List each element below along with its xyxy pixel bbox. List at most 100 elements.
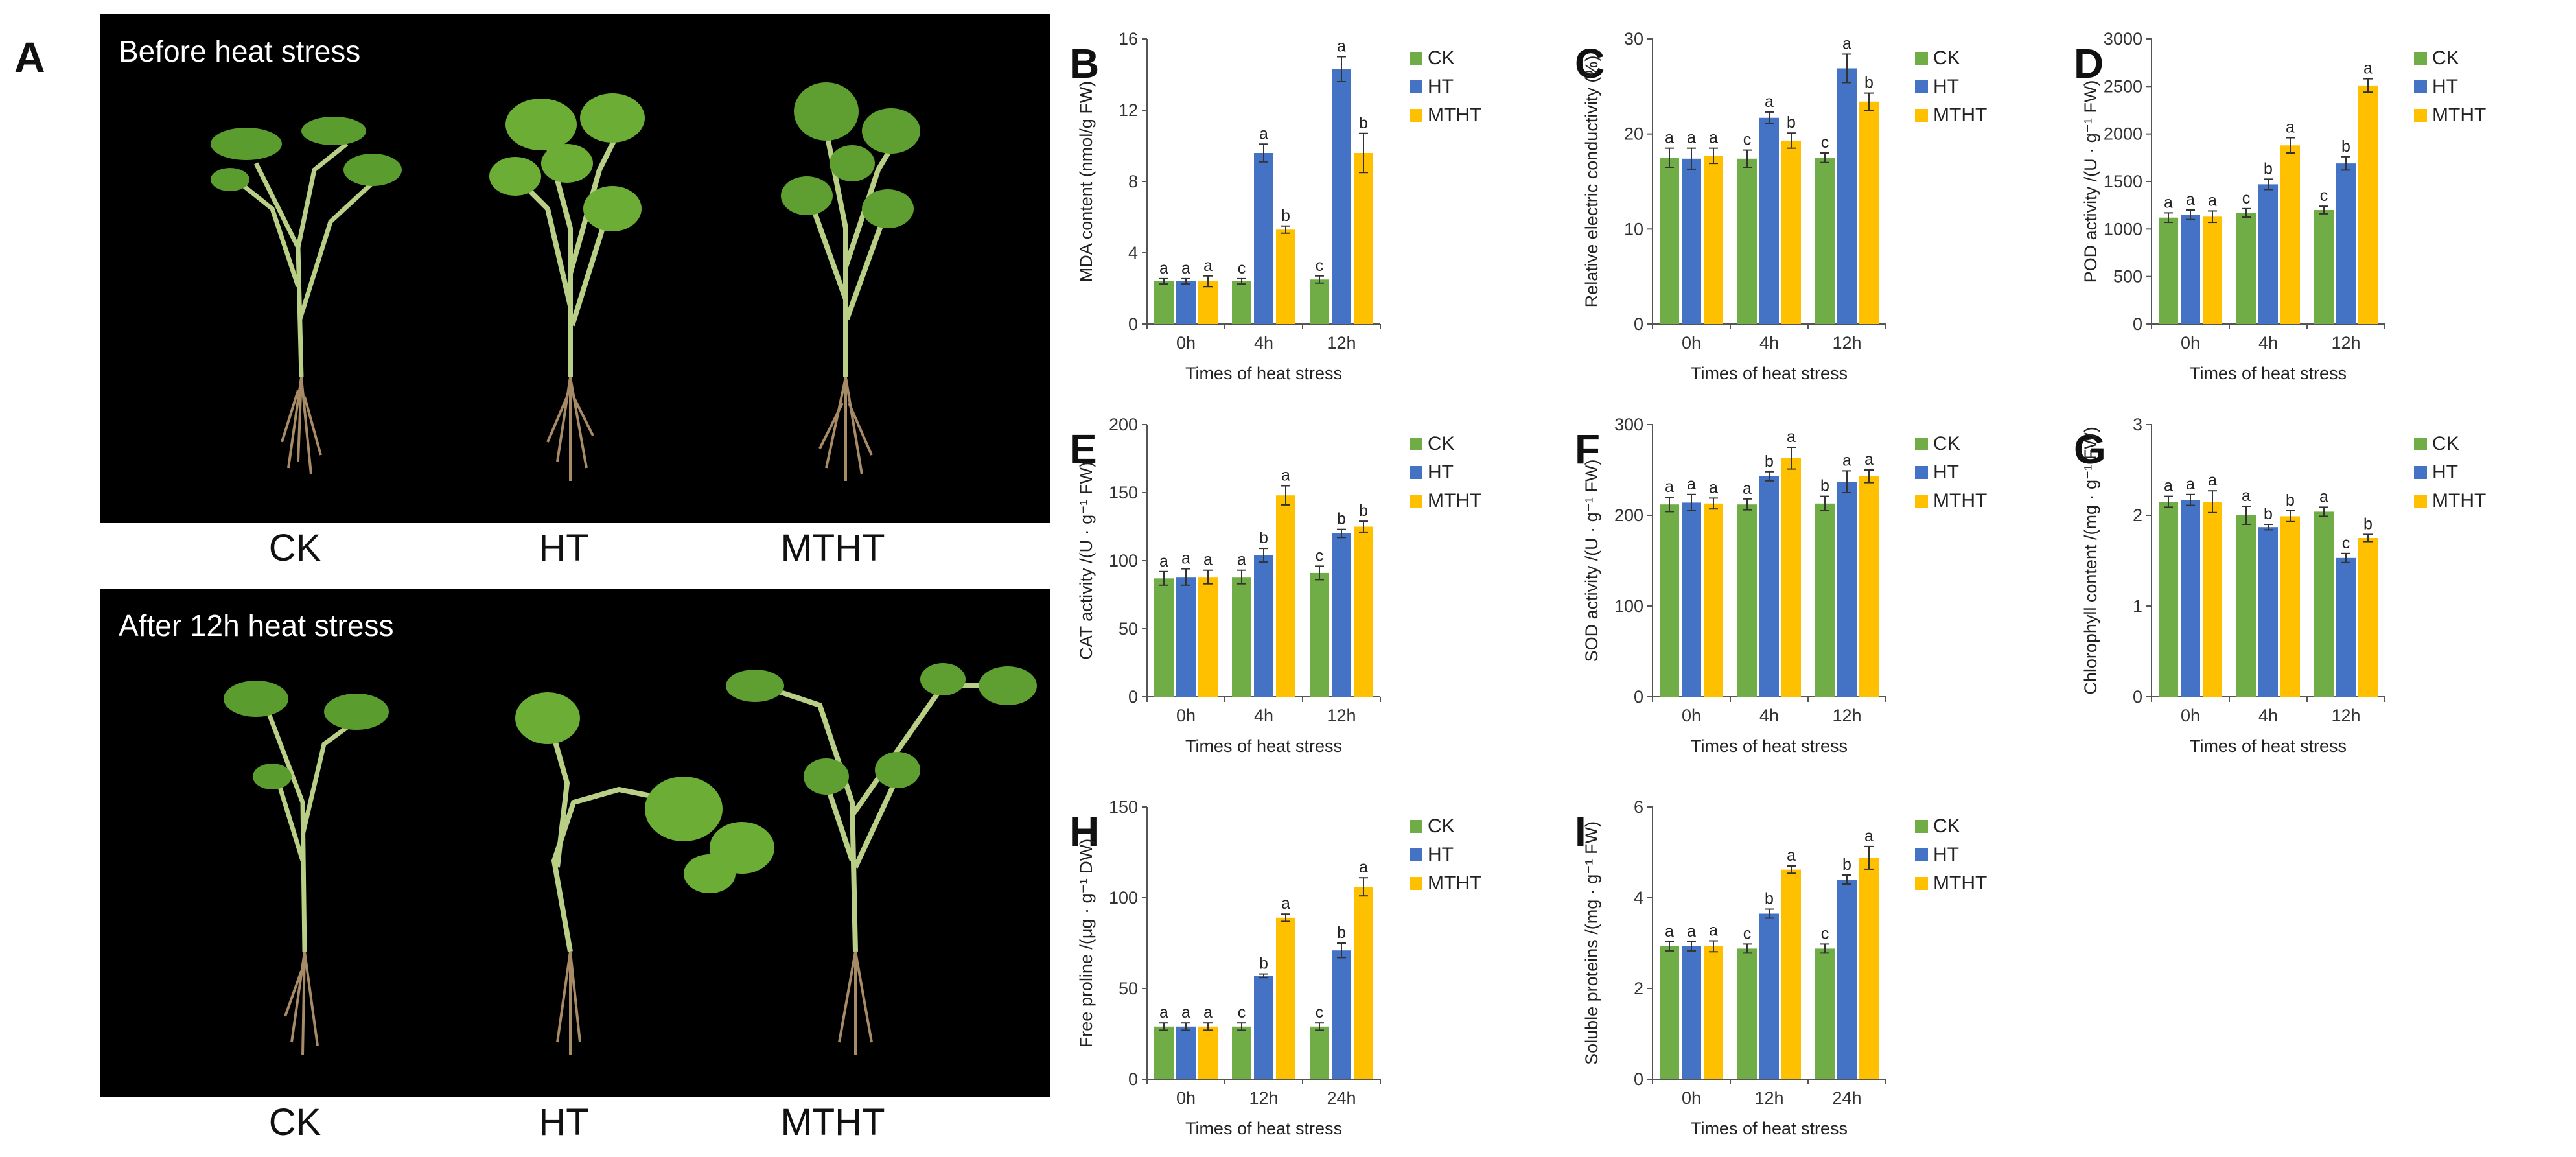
legend-label-mtht: MTHT: [1428, 872, 1481, 894]
x-axis-title: Times of heat stress: [1691, 1119, 1848, 1138]
x-tick-label: 12h: [1327, 333, 1356, 353]
y-axis-title: CAT activity /(U · g⁻¹ FW): [1076, 462, 1096, 660]
y-tick-label: 200: [1109, 415, 1138, 434]
y-tick-label: 6: [1634, 797, 1643, 817]
x-tick-label: 12h: [1832, 333, 1861, 353]
significance-letter: b: [2363, 515, 2373, 533]
significance-letter: c: [1316, 1003, 1324, 1022]
significance-letter: a: [1181, 1003, 1190, 1022]
photo-after-heat-stress: After 12h heat stress: [100, 589, 1050, 1097]
significance-letter: c: [1238, 1003, 1246, 1022]
y-tick-label: 100: [1614, 596, 1643, 616]
legend-swatch-ht: [2414, 80, 2427, 93]
significance-letter: a: [2186, 475, 2195, 493]
significance-letter: c: [1743, 924, 1752, 942]
bar-ck: [1232, 1026, 1251, 1079]
y-tick-label: 1000: [2104, 219, 2142, 239]
bar-ht: [2336, 557, 2356, 697]
significance-letter: a: [1181, 550, 1190, 568]
bar-mtht: [1276, 495, 1295, 697]
legend-swatch-mtht: [2414, 495, 2427, 508]
bar-mtht: [2280, 145, 2300, 324]
group-label-mtht-bottom: MTHT: [780, 1101, 885, 1143]
significance-letter: a: [1281, 894, 1290, 913]
significance-letter: a: [1687, 129, 1696, 147]
legend-label-ht: HT: [1428, 462, 1454, 483]
significance-letter: a: [2363, 60, 2373, 78]
significance-letter: b: [2264, 505, 2273, 523]
bar-mtht: [1354, 526, 1373, 697]
bar-ck: [1815, 948, 1835, 1079]
significance-letter: c: [2342, 534, 2350, 552]
bar-ck: [2159, 502, 2178, 697]
significance-letter: b: [1842, 856, 1851, 874]
legend-label-ck: CK: [1428, 433, 1455, 454]
bar-ck: [2236, 213, 2256, 324]
group-label-ck-top: CK: [268, 527, 321, 569]
bar-ht: [1332, 69, 1351, 324]
significance-letter: a: [1281, 467, 1290, 485]
bar-mtht: [1781, 458, 1801, 697]
significance-letter: b: [1337, 924, 1346, 942]
bar-ht: [1837, 68, 1857, 324]
significance-letter: a: [1765, 93, 1774, 111]
x-axis-title: Times of heat stress: [1185, 364, 1342, 383]
panel-label-a: A: [14, 33, 45, 81]
x-axis-title: Times of heat stress: [1185, 736, 1342, 756]
bar-ht: [2181, 215, 2200, 324]
legend-label-ht: HT: [1933, 844, 1959, 865]
chart-h: H Free proline /(μg · g⁻¹ DW) 0 50 100 150 0h a…: [1050, 794, 1555, 1154]
legend-label-ck: CK: [2432, 433, 2459, 454]
bar-ck: [2314, 511, 2334, 697]
y-tick-label: 30: [1624, 29, 1643, 49]
panel-label: G: [2074, 426, 2106, 473]
significance-letter: b: [1259, 955, 1268, 973]
y-tick-label: 0: [1128, 687, 1138, 707]
bar-ht: [1682, 946, 1701, 1079]
significance-letter: a: [1743, 480, 1752, 498]
significance-letter: a: [1337, 38, 1346, 56]
x-axis-title: Times of heat stress: [1185, 1119, 1342, 1138]
bar-mtht: [2358, 538, 2378, 697]
bar-mtht: [1704, 946, 1723, 1079]
plant-ck-before: [238, 142, 375, 378]
bar-mtht: [1354, 153, 1373, 324]
legend-label-mtht: MTHT: [1933, 872, 1987, 894]
photo-before-heat-stress: Before heat stress: [100, 14, 1050, 523]
bar-mtht: [1276, 229, 1295, 324]
legend-label-mtht: MTHT: [2432, 490, 2486, 511]
plants-after-illustration: [224, 663, 1037, 1056]
y-tick-label: 16: [1119, 29, 1138, 49]
bar-mtht: [1781, 140, 1801, 324]
legend-swatch-mtht: [1915, 495, 1928, 508]
panel-label: E: [1069, 426, 1097, 473]
bar-mtht: [2203, 216, 2222, 324]
legend-swatch-ck: [1410, 820, 1422, 833]
legend-label-ck: CK: [1428, 815, 1455, 837]
y-tick-label: 12: [1119, 100, 1138, 120]
legend-label-mtht: MTHT: [1933, 490, 1987, 511]
panel-label: D: [2074, 40, 2104, 87]
chart-b: B MDA content (nmol/g FW) 0 4 8 12 16 0h a a a 4h c a…: [1050, 26, 1555, 395]
group-label-ht-bottom: HT: [539, 1101, 589, 1143]
y-tick-label: 2500: [2104, 76, 2142, 96]
chart-d: D POD activity /(U · g⁻¹ FW) 0 500 1000 1500 2…: [2054, 26, 2573, 395]
significance-letter: a: [1687, 922, 1696, 941]
x-tick-label: 0h: [1176, 333, 1196, 353]
legend-swatch-ck: [1915, 438, 1928, 450]
significance-letter: a: [2319, 487, 2328, 506]
significance-letter: c: [1821, 924, 1829, 942]
y-tick-label: 50: [1119, 979, 1138, 998]
significance-letter: a: [1709, 922, 1718, 940]
significance-letter: a: [1665, 129, 1674, 147]
y-axis-title: SOD activity /(U · g⁻¹ FW): [1582, 460, 1601, 662]
bar-ck: [1310, 279, 1329, 324]
bar-ht: [1759, 913, 1779, 1079]
x-tick-label: 12h: [2331, 706, 2360, 725]
bar-ht: [1837, 482, 1857, 697]
significance-letter: b: [1787, 113, 1796, 132]
significance-letter: b: [1864, 74, 1874, 92]
